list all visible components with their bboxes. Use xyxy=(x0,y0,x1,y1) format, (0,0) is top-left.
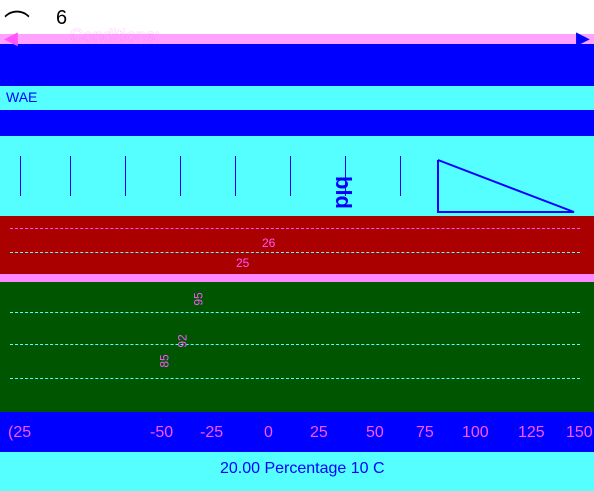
blue-band-middle xyxy=(0,110,594,136)
footer-caption: 20.00 Percentage 10 C xyxy=(220,460,385,477)
axis-band: (25 -50 -25 0 25 50 75 100 125 150 xyxy=(0,412,594,452)
axis-tick-label: 50 xyxy=(366,424,384,441)
grid-line xyxy=(345,156,346,196)
axis-tick-label: 75 xyxy=(416,424,434,441)
red-mark: 26 xyxy=(262,236,276,250)
axis-tick-label: 150 xyxy=(566,424,593,441)
header-number: 6 xyxy=(56,7,68,29)
grid-line xyxy=(180,156,181,196)
green-mark: 92 xyxy=(175,334,190,348)
grid-line xyxy=(235,156,236,196)
header-bar: ⌒ 6 Conditions: xyxy=(0,0,594,46)
axis-tick-label: -50 xyxy=(150,424,174,441)
band-top-label: WAE xyxy=(6,89,38,105)
right-arrow-icon[interactable]: ▶ xyxy=(576,28,590,48)
red-band: 26 25 xyxy=(0,216,594,274)
cyan-plot-region: bld xyxy=(0,136,594,216)
axis-tick-label: -25 xyxy=(200,424,224,441)
axis-tick-label: 25 xyxy=(310,424,328,441)
pink-divider xyxy=(0,274,594,282)
dashed-line xyxy=(10,228,580,229)
grid-line xyxy=(125,156,126,196)
grid-line xyxy=(290,156,291,196)
dashed-line xyxy=(10,344,580,345)
cyan-band-upper: WAE xyxy=(0,86,594,110)
axis-tick-label: (25 xyxy=(8,424,32,441)
grid-line xyxy=(400,156,401,196)
dashed-line xyxy=(10,378,580,379)
red-mark: 25 xyxy=(236,256,250,270)
axis-tick-label: 125 xyxy=(518,424,545,441)
green-mark: 95 xyxy=(191,292,206,306)
title-divider xyxy=(0,34,594,44)
triangle-icon xyxy=(437,159,575,213)
dashed-line xyxy=(10,252,580,253)
axis-tick-label: 0 xyxy=(264,424,273,441)
left-arrow-icon[interactable]: ◀ xyxy=(4,28,18,48)
band-cyan-label: bld xyxy=(331,176,356,209)
footer-band: 20.00 Percentage 10 C xyxy=(0,452,594,491)
grid-line xyxy=(70,156,71,196)
dashed-line xyxy=(10,312,580,313)
blue-band-top xyxy=(0,44,594,86)
green-band: 85 92 95 xyxy=(0,282,594,412)
axis-tick-label: 100 xyxy=(462,424,489,441)
grid-line xyxy=(20,156,21,196)
green-mark: 85 xyxy=(157,354,172,368)
